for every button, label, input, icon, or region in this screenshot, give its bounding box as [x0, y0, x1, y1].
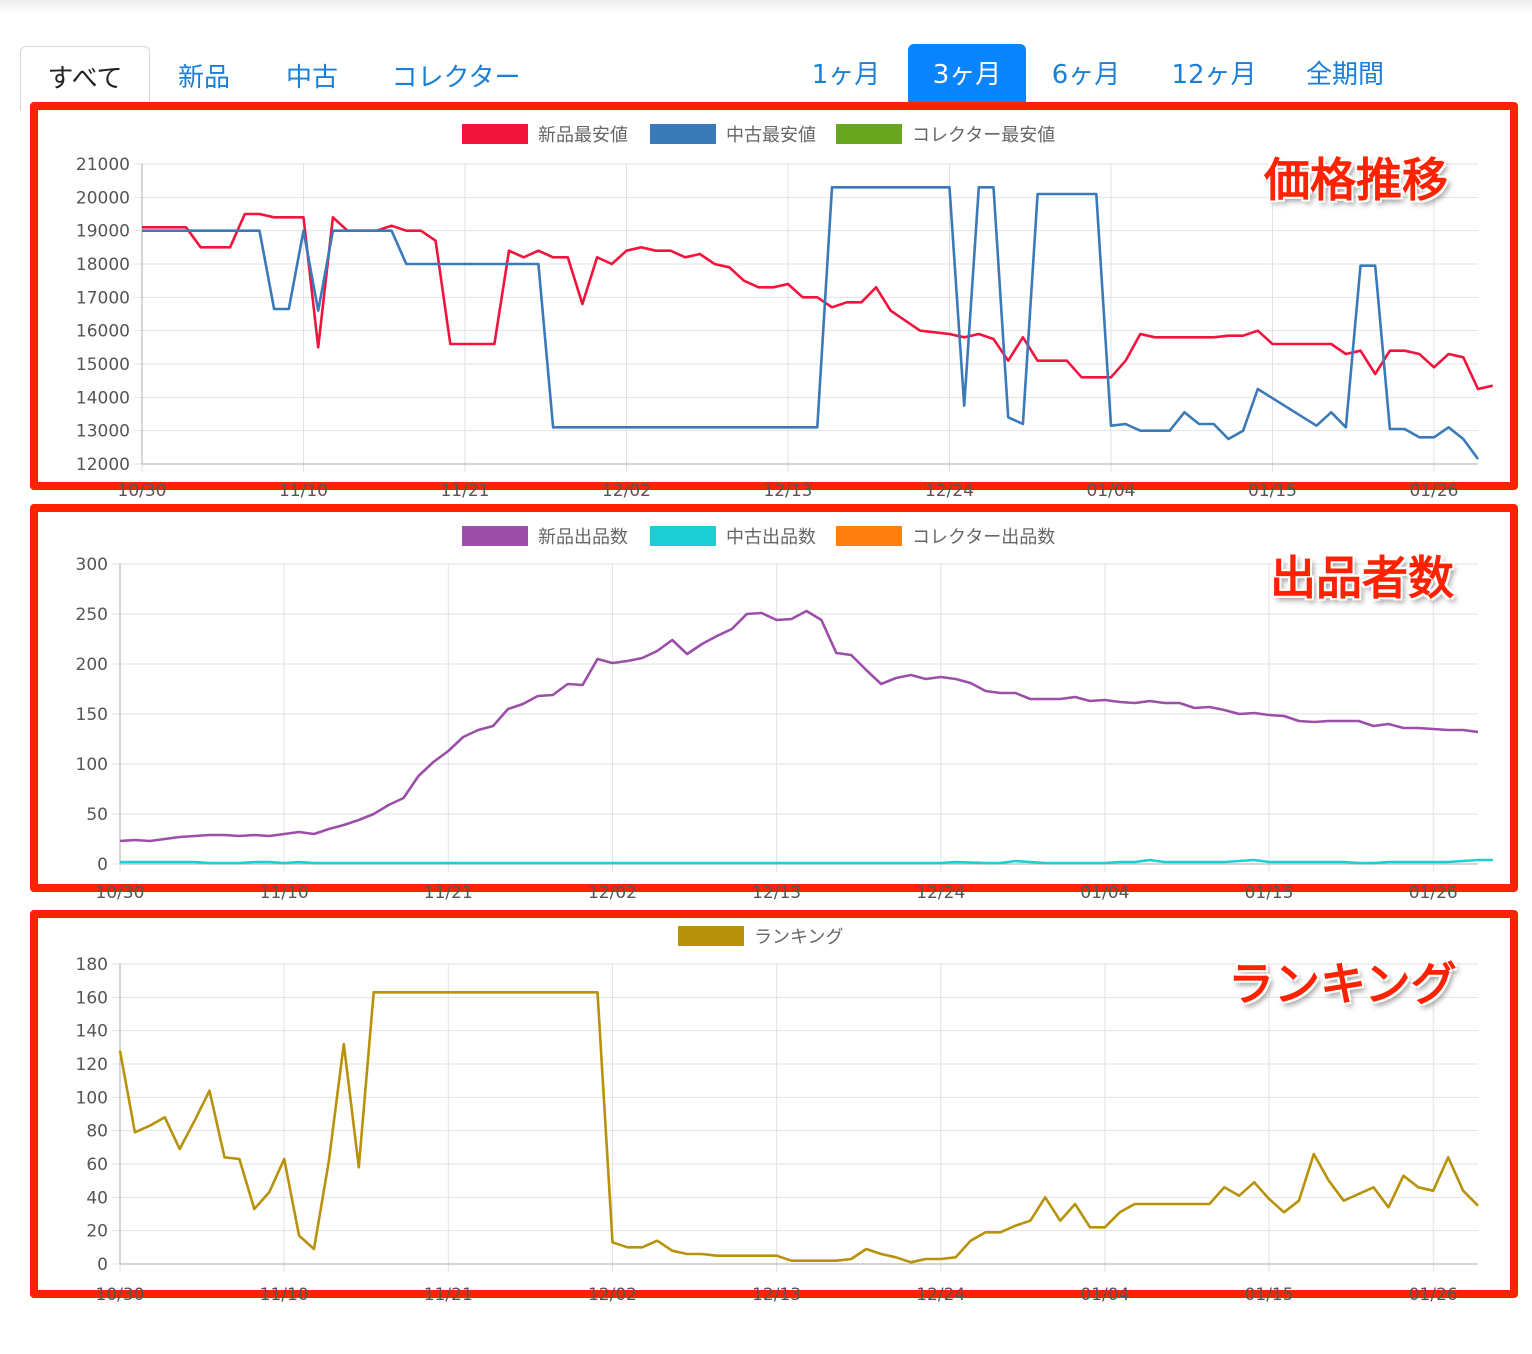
series-line-0 — [142, 212, 1493, 391]
x-tick-label: 11/10 — [279, 481, 328, 501]
y-tick-label: 20 — [86, 1222, 108, 1242]
legend-swatch — [650, 526, 716, 546]
y-tick-label: 20000 — [76, 188, 130, 208]
x-tick-label: 12/24 — [916, 883, 965, 903]
legend-label: 新品最安値 — [538, 125, 628, 146]
x-tick-label: 12/24 — [925, 481, 974, 501]
x-tick-label: 10/30 — [96, 883, 145, 903]
legend-label: コレクター最安値 — [912, 125, 1055, 146]
x-tick-label: 01/26 — [1409, 1285, 1458, 1305]
x-tick-label: 01/04 — [1080, 1285, 1129, 1305]
y-tick-label: 0 — [97, 855, 108, 875]
tab-range-all[interactable]: 全期間 — [1305, 60, 1384, 90]
x-tick-label: 11/21 — [424, 1285, 473, 1305]
legend-swatch — [650, 124, 716, 144]
x-tick-label: 01/04 — [1080, 883, 1129, 903]
y-tick-label: 13000 — [76, 422, 130, 442]
tab-collector[interactable]: コレクター — [391, 63, 521, 93]
price-chart-panel: 12000 13000 14000 15000 16000 17000 18000 19000… — [30, 102, 1518, 501]
x-tick-label: 01/15 — [1245, 883, 1294, 903]
x-tick-label: 11/10 — [260, 1285, 309, 1305]
x-tick-label: 01/15 — [1248, 481, 1297, 501]
y-tick-label: 60 — [86, 1155, 108, 1175]
y-tick-label: 15000 — [76, 355, 130, 375]
y-tick-label: 19000 — [76, 222, 130, 242]
legend-label: 中古最安値 — [726, 125, 816, 146]
y-tick-label: 100 — [76, 1088, 108, 1108]
y-tick-label: 21000 — [76, 155, 130, 175]
y-tick-label: 40 — [86, 1188, 108, 1208]
x-tick-label: 10/30 — [118, 481, 167, 501]
x-tick-label: 01/15 — [1245, 1285, 1294, 1305]
tab-range-1m[interactable]: 1ヶ月 — [811, 60, 881, 90]
seller-count-chart-panel: 0 50 100 150 200 250 300 10/30 11/10 11/21 12/02 12… — [30, 504, 1518, 903]
series-line-0 — [118, 991, 1479, 1264]
y-tick-label: 200 — [76, 655, 108, 675]
price-chart: 12000 13000 14000 15000 16000 17000 18000 19000… — [76, 124, 1493, 501]
y-tick-label: 80 — [86, 1122, 108, 1142]
y-tick-label: 100 — [76, 755, 108, 775]
y-tick-label: 18000 — [76, 255, 130, 275]
y-tick-label: 12000 — [76, 455, 130, 475]
annotation-seller-count: 出品者数 — [1270, 551, 1454, 605]
y-tick-label: 50 — [86, 805, 108, 825]
legend-label: コレクター出品数 — [912, 527, 1055, 548]
annotation-ranking: ランキング — [1228, 957, 1457, 1011]
x-tick-label: 12/13 — [752, 1285, 801, 1305]
tab-new[interactable]: 新品 — [177, 63, 230, 93]
x-tick-label: 11/21 — [424, 883, 473, 903]
top-shade — [0, 0, 1532, 14]
legend-swatch — [836, 124, 902, 144]
x-tick-label: 11/21 — [440, 481, 489, 501]
x-tick-label: 12/02 — [588, 1285, 637, 1305]
x-tick-label: 12/02 — [588, 883, 637, 903]
y-tick-label: 120 — [76, 1055, 108, 1075]
series-line-1 — [142, 186, 1480, 460]
x-tick-label: 01/26 — [1409, 883, 1458, 903]
x-tick-label: 12/13 — [763, 481, 812, 501]
legend-label: ランキング — [754, 927, 843, 948]
tab-range-3m[interactable]: 3ヶ月 — [908, 44, 1026, 106]
ranking-chart-panel: 0 20 40 60 80 100 120 140 160 180 10/30 11/10 11/21 1… — [30, 910, 1518, 1305]
y-tick-label: 14000 — [76, 388, 130, 408]
tab-range-6m[interactable]: 6ヶ月 — [1051, 60, 1121, 90]
tab-used[interactable]: 中古 — [285, 63, 338, 93]
y-tick-label: 300 — [76, 555, 108, 575]
y-tick-label: 250 — [76, 605, 108, 625]
x-tick-label: 12/24 — [916, 1285, 965, 1305]
x-tick-label: 11/10 — [260, 883, 309, 903]
x-tick-label: 12/13 — [752, 883, 801, 903]
seller-count-chart: 0 50 100 150 200 250 300 10/30 11/10 11/21 12/02 12… — [76, 526, 1493, 903]
legend-swatch — [678, 926, 744, 946]
legend-swatch — [462, 526, 528, 546]
annotation-price-trend: 価格推移 — [1264, 153, 1448, 207]
legend-swatch — [462, 124, 528, 144]
y-tick-label: 160 — [76, 988, 108, 1008]
y-tick-label: 17000 — [76, 288, 130, 308]
x-tick-label: 12/02 — [602, 481, 651, 501]
y-tick-label: 0 — [97, 1255, 108, 1275]
y-tick-label: 16000 — [76, 322, 130, 342]
x-tick-label: 01/04 — [1086, 481, 1135, 501]
legend-swatch — [836, 526, 902, 546]
series-line-0 — [119, 609, 1479, 843]
x-tick-label: 01/26 — [1409, 481, 1458, 501]
tab-all[interactable]: すべて — [20, 46, 150, 111]
legend-label: 中古出品数 — [726, 527, 816, 548]
tab-range-12m[interactable]: 12ヶ月 — [1171, 60, 1257, 90]
y-tick-label: 140 — [76, 1022, 108, 1042]
ranking-chart: 0 20 40 60 80 100 120 140 160 180 10/30 11/10 11/21 1… — [76, 926, 1479, 1305]
y-tick-label: 180 — [76, 955, 108, 975]
legend-label: 新品出品数 — [538, 527, 628, 548]
y-tick-label: 150 — [76, 705, 108, 725]
x-tick-label: 10/30 — [96, 1285, 145, 1305]
series-line-1 — [120, 858, 1493, 865]
